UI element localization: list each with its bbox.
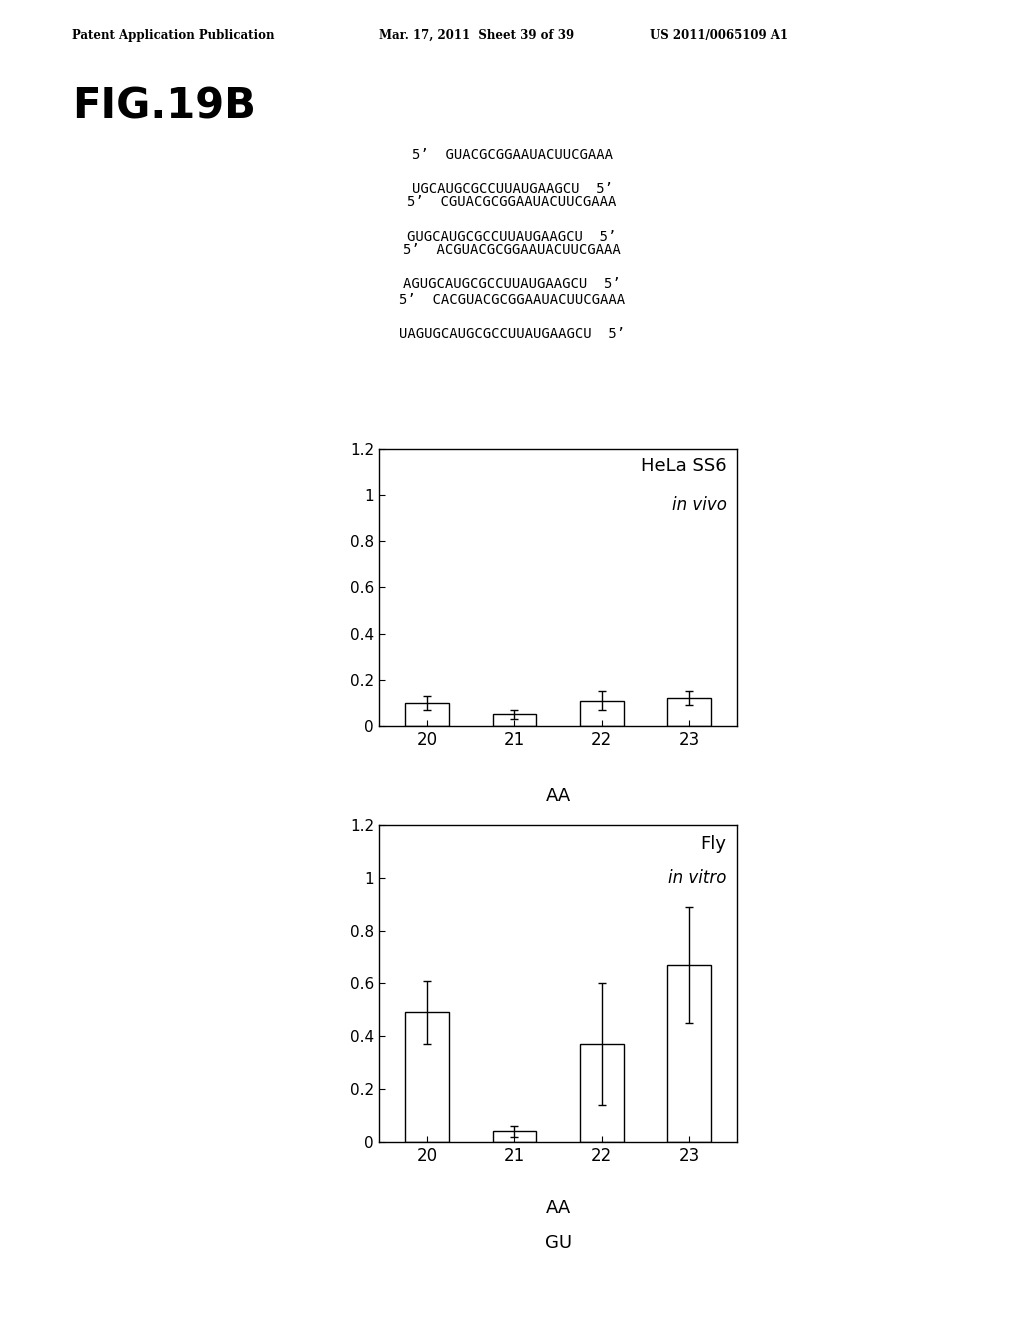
Text: UGCAUGCGCCUUAUGAAGCU  5’: UGCAUGCGCCUUAUGAAGCU 5’ <box>412 182 612 197</box>
Text: GU: GU <box>545 1234 571 1251</box>
Bar <box>493 1131 537 1142</box>
Text: US 2011/0065109 A1: US 2011/0065109 A1 <box>650 29 788 42</box>
Text: 5’  GUACGCGGAAUACUUCGAAA: 5’ GUACGCGGAAUACUUCGAAA <box>412 148 612 162</box>
Text: FIG.19B: FIG.19B <box>72 86 256 128</box>
Bar <box>406 1012 449 1142</box>
Bar <box>668 698 711 726</box>
Text: Mar. 17, 2011  Sheet 39 of 39: Mar. 17, 2011 Sheet 39 of 39 <box>379 29 574 42</box>
Text: GU: GU <box>545 826 571 843</box>
Bar <box>668 965 711 1142</box>
Text: in vitro: in vitro <box>668 870 727 887</box>
Bar <box>493 714 537 726</box>
Text: 5’  CACGUACGCGGAAUACUUCGAAA: 5’ CACGUACGCGGAAUACUUCGAAA <box>399 293 625 308</box>
Text: AA: AA <box>546 787 570 805</box>
Text: 5’  ACGUACGCGGAAUACUUCGAAA: 5’ ACGUACGCGGAAUACUUCGAAA <box>403 243 621 257</box>
Text: AA: AA <box>546 1199 570 1217</box>
Bar <box>580 1044 624 1142</box>
Text: HeLa SS6: HeLa SS6 <box>641 457 727 475</box>
Bar <box>406 702 449 726</box>
Text: AGUGCAUGCGCCUUAUGAAGCU  5’: AGUGCAUGCGCCUUAUGAAGCU 5’ <box>403 277 621 292</box>
Text: in vivo: in vivo <box>672 496 727 513</box>
Text: GUGCAUGCGCCUUAUGAAGCU  5’: GUGCAUGCGCCUUAUGAAGCU 5’ <box>408 230 616 244</box>
Text: Patent Application Publication: Patent Application Publication <box>72 29 274 42</box>
Text: UAGUGCAUGCGCCUUAUGAAGCU  5’: UAGUGCAUGCGCCUUAUGAAGCU 5’ <box>399 327 625 342</box>
Text: 5’  CGUACGCGGAAUACUUCGAAA: 5’ CGUACGCGGAAUACUUCGAAA <box>408 195 616 210</box>
Bar <box>580 701 624 726</box>
Text: Fly: Fly <box>700 834 727 853</box>
